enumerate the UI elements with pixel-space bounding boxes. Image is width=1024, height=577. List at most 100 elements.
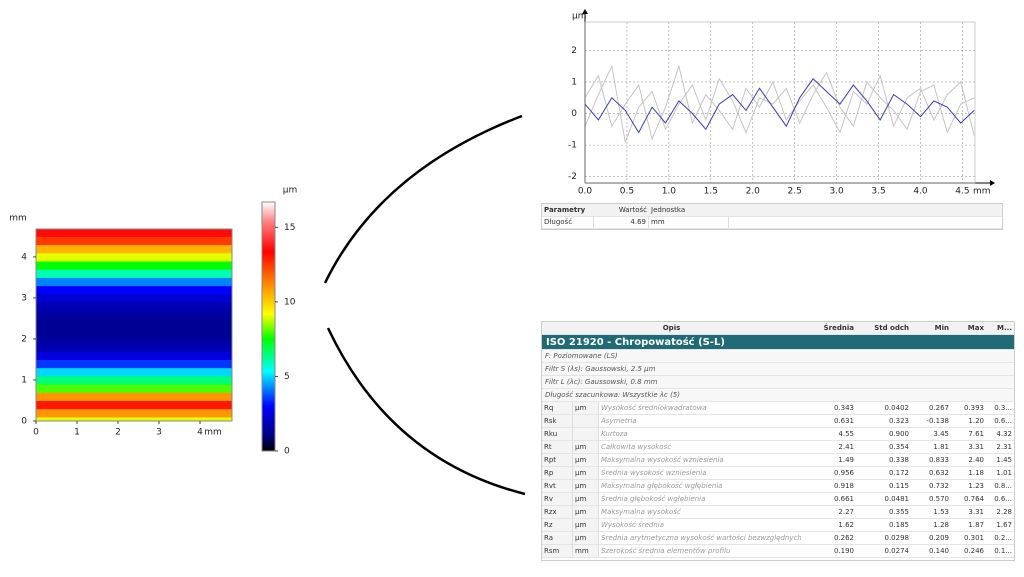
table-cell: 1.53	[933, 508, 949, 516]
table-cell: 0.632	[928, 469, 949, 477]
note-row: F: Poziomowane (LS)	[542, 350, 1014, 363]
height-band	[36, 261, 232, 270]
y-tick-label: 3	[21, 293, 27, 303]
y-tick-label: 0	[21, 417, 27, 427]
height-band	[36, 334, 232, 344]
y-tick-label: -1	[568, 141, 577, 151]
results-table: Opis Średnia Std odch Min Max M... ISO 21920 -…	[541, 321, 1015, 561]
table-cell: 2.27	[838, 508, 854, 516]
table-cell: Rpt	[542, 454, 573, 466]
table-cell: 2.31	[996, 443, 1012, 451]
table-cell: -0.138	[926, 417, 949, 425]
table-cell: 0.185	[888, 521, 909, 529]
table-cell: µm	[573, 441, 599, 453]
height-band	[36, 326, 232, 336]
y-tick-label: 0	[571, 109, 577, 119]
table-row: Rv µm Średnia głębokość wgłębienia 0.661 0.0…	[542, 493, 1014, 506]
header-row: Parametry Wartość Jednostka	[542, 204, 1002, 217]
table-cell: 0.0274	[884, 547, 910, 555]
y-tick-label: 4	[21, 252, 27, 262]
height-band	[36, 269, 232, 278]
table-cell: Wysokość średniokwadratowa	[601, 404, 707, 412]
table-cell: µm	[573, 467, 599, 479]
table-cell: 3.31	[968, 508, 984, 516]
table-cell: 4.69	[594, 216, 649, 228]
table-cell: 7.61	[968, 430, 984, 438]
table-cell: 1.18	[968, 469, 984, 477]
table-cell	[573, 415, 599, 427]
table-row: Rku Kurtoza 4.55 0.900 3.45 7.61 4.32	[542, 428, 1014, 441]
table-cell: 0.1...	[994, 547, 1012, 555]
table-cell: 0.338	[888, 456, 909, 464]
table-cell: Rsm	[542, 545, 573, 557]
x-tick-label: 4.5	[955, 187, 969, 197]
y-tick-label: 1	[21, 375, 27, 385]
table-cell: 0.631	[833, 417, 854, 425]
colorbar-tick-label: 15	[284, 223, 295, 233]
y-tick-label: 2	[571, 46, 577, 56]
table-cell: Rt	[542, 441, 573, 453]
table-cell: 0.3...	[994, 404, 1012, 412]
table-cell: µm	[573, 402, 599, 414]
table-cell: 1.49	[838, 456, 854, 464]
table-cell: 0.661	[833, 495, 854, 503]
x-axis-label: mm	[204, 428, 222, 438]
table-cell: µm	[573, 454, 599, 466]
table-cell: µm	[573, 506, 599, 518]
table-cell: 0.8...	[994, 482, 1012, 490]
note-text: Długość szacunkowa: Wszystkie λc (5)	[545, 391, 680, 399]
table-cell: 4.55	[838, 430, 854, 438]
table-cell: Asymetria	[601, 417, 637, 425]
table-row: Rzx µm Maksymalna wysokość 2.27 0.355 1.53 3.3…	[542, 506, 1014, 519]
table-cell: 0.732	[928, 482, 949, 490]
table-cell: Średnia wysokość wzniesienia	[601, 469, 707, 477]
table-cell: 0.833	[928, 456, 949, 464]
table-cell: 1.62	[838, 521, 854, 529]
table-cell: Rq	[542, 402, 573, 414]
table-cell: 0.0481	[884, 495, 910, 503]
note-row: Filtr S (λs): Gaussowski, 2.5 µm	[542, 363, 1014, 376]
height-band	[36, 408, 232, 418]
table-cell: µm	[573, 493, 599, 505]
table-cell: 0.267	[928, 404, 949, 412]
table-cell: 0.115	[888, 482, 909, 490]
note-text: Filtr S (λs): Gaussowski, 2.5 µm	[545, 365, 656, 373]
header-cell: Min	[934, 324, 949, 332]
table-cell: Kurtoza	[601, 430, 628, 438]
height-band	[36, 244, 232, 254]
table-cell: 1.23	[968, 482, 984, 490]
table-cell: 1.67	[996, 521, 1012, 529]
table-cell: Wysokość średnia	[601, 521, 664, 529]
header-cell: Jednostka	[651, 206, 686, 214]
y-axis-label: µm	[572, 12, 587, 22]
table-cell: 0.209	[928, 534, 949, 542]
x-tick-label: 4.0	[913, 187, 928, 197]
height-band	[36, 236, 232, 246]
table-cell: 0.172	[888, 469, 909, 477]
table-cell	[573, 428, 599, 440]
x-axis-label: mm	[973, 187, 991, 197]
profile-line	[584, 64, 975, 141]
header-row: Opis Średnia Std odch Min Max M...	[542, 322, 1014, 335]
height-band	[36, 375, 232, 385]
height-band	[36, 416, 232, 422]
x-tick-label: 1.0	[662, 187, 677, 197]
plot-frame	[35, 228, 233, 422]
table-cell: 1.20	[968, 417, 984, 425]
connector-arc	[326, 327, 526, 496]
colorbar	[261, 201, 276, 452]
table-cell: 0.6...	[994, 417, 1012, 425]
x-tick-label: 2.5	[788, 187, 802, 197]
x-tick-label: 2	[115, 428, 121, 438]
table-cell: 1.87	[968, 521, 984, 529]
x-tick-label: 3.5	[871, 187, 885, 197]
table-row: Rsm mm Szerokość średnia elementów profilu…	[542, 545, 1014, 558]
x-tick-label: 2.0	[746, 187, 761, 197]
table-cell: 0.343	[833, 404, 854, 412]
table-row: Rq µm Wysokość średniokwadratowa 0.343 0.040…	[542, 402, 1014, 415]
table-cell: 0.301	[963, 534, 984, 542]
table-cell: 0.354	[888, 443, 909, 451]
table-cell: µm	[573, 532, 599, 544]
table-cell: Rp	[542, 467, 573, 479]
